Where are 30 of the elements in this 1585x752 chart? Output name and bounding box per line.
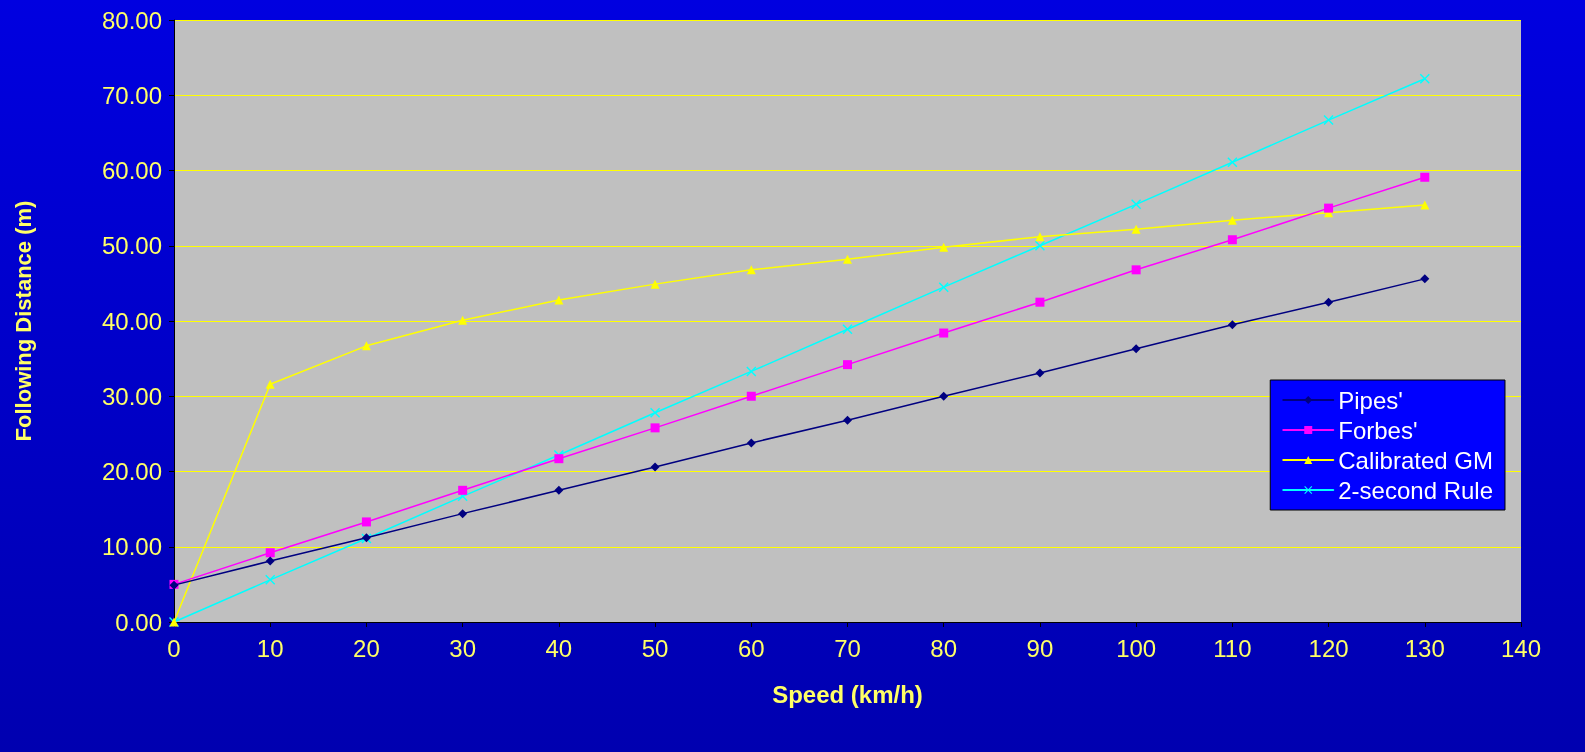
- x-tick-label: 70: [834, 634, 861, 662]
- y-tick-label: 60.00: [101, 157, 162, 184]
- x-tick-label: 130: [1404, 634, 1445, 662]
- legend-label: 2-second Rule: [1338, 476, 1494, 504]
- x-tick-label: 90: [1026, 634, 1054, 662]
- x-tick-label: 0: [167, 634, 181, 662]
- x-tick-label: 80: [930, 634, 958, 662]
- legend-label: Pipes': [1338, 386, 1403, 414]
- x-tick-label: 40: [545, 634, 573, 662]
- x-tick-label: 140: [1500, 634, 1542, 662]
- x-tick-label: 100: [1116, 634, 1157, 662]
- y-tick-label: 80.00: [101, 6, 162, 34]
- x-tick-label: 120: [1308, 634, 1349, 662]
- y-tick-label: 30.00: [101, 382, 162, 410]
- y-tick-label: 10.00: [101, 533, 162, 561]
- x-tick-label: 50: [641, 634, 669, 662]
- x-tick-label: 30: [449, 634, 476, 662]
- x-tick-label: 20: [353, 634, 380, 662]
- y-axis-title: Following Distance (m): [10, 200, 36, 442]
- x-axis-title: Speed (km/h): [772, 680, 923, 708]
- legend-label: Forbes': [1338, 416, 1418, 444]
- y-tick-label: 40.00: [101, 307, 162, 335]
- x-tick-label: 110: [1213, 634, 1252, 662]
- y-tick-label: 0.00: [115, 608, 162, 636]
- y-tick-label: 20.00: [101, 458, 162, 485]
- x-tick-label: 60: [737, 634, 765, 662]
- y-tick-label: 50.00: [101, 232, 162, 260]
- legend-label: Calibrated GM: [1338, 446, 1493, 474]
- x-tick-label: 10: [256, 634, 284, 662]
- y-tick-label: 70.00: [101, 81, 162, 109]
